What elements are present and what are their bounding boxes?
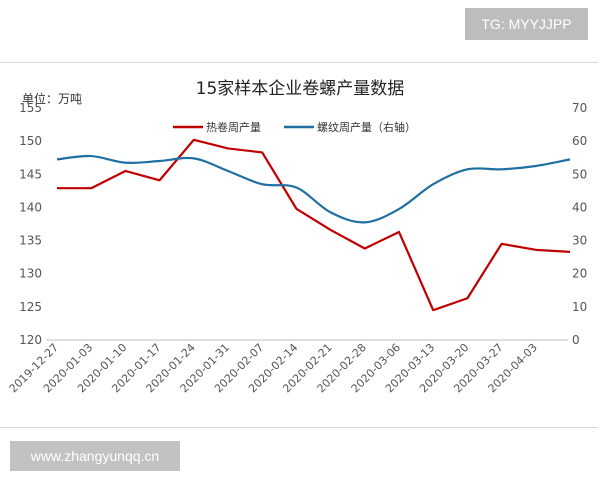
right-tick-label: 70	[572, 101, 587, 115]
right-tick-label: 20	[572, 267, 587, 281]
left-tick-label: 145	[19, 167, 42, 181]
left-tick-label: 125	[19, 300, 42, 314]
right-tick-label: 50	[572, 167, 587, 181]
chart-title: 15家样本企业卷螺产量数据	[196, 79, 405, 99]
legend-label-hot-rolled: 热卷周产量	[206, 120, 261, 134]
legend: 热卷周产量 螺纹周产量（右轴）	[173, 120, 416, 134]
watermark-top-right: TG: MYYJJPP	[465, 8, 588, 40]
left-tick-label: 155	[19, 101, 42, 115]
left-axis-ticks: 120 125 130 135 140 145 150 155	[19, 101, 42, 347]
right-tick-label: 0	[572, 333, 580, 347]
left-tick-label: 150	[19, 134, 42, 148]
series-line-rebar	[56, 154, 571, 224]
left-tick-label: 120	[19, 333, 42, 347]
left-tick-label: 130	[19, 267, 42, 281]
right-axis-ticks: 0 10 20 30 40 50 60 70	[572, 101, 587, 347]
series-layer	[56, 138, 571, 312]
left-tick-label: 135	[19, 234, 42, 248]
watermark-bottom-left: www.zhangyunqq.cn	[10, 441, 180, 471]
right-tick-label: 10	[572, 300, 587, 314]
chart-frame	[0, 62, 598, 428]
right-tick-label: 30	[572, 234, 587, 248]
unit-label: 单位：万吨	[22, 91, 82, 106]
right-tick-label: 60	[572, 134, 587, 148]
right-tick-label: 40	[572, 200, 587, 214]
left-tick-label: 140	[19, 200, 42, 214]
x-axis-ticks: 2019-12-272020-01-032020-01-102020-01-17…	[7, 341, 540, 395]
legend-label-rebar: 螺纹周产量（右轴）	[317, 120, 416, 134]
series-line-hot-rolled	[57, 138, 571, 312]
